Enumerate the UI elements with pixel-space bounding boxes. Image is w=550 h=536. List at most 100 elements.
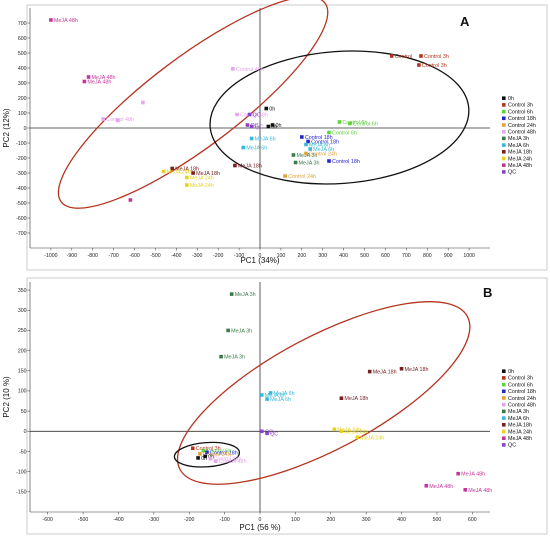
data-point bbox=[264, 106, 269, 111]
point-label: Control 48h bbox=[219, 459, 247, 465]
data-point bbox=[231, 66, 235, 71]
legend-label: MeJA 24h bbox=[508, 156, 532, 162]
data-point bbox=[241, 145, 246, 150]
point-label: Control 18h bbox=[305, 135, 333, 141]
x-tick-label: 100 bbox=[291, 517, 300, 523]
point-label: Control 18h bbox=[332, 159, 360, 165]
y-tick-label: -600 bbox=[16, 216, 26, 222]
x-tick-label: -600 bbox=[129, 253, 139, 259]
legend-label: MeJA 18h bbox=[508, 150, 532, 156]
data-point bbox=[424, 483, 429, 488]
point-label: Control 18h bbox=[311, 140, 339, 146]
point-label: MeJA 24h bbox=[190, 176, 214, 182]
data-point bbox=[291, 153, 296, 157]
data-point bbox=[332, 427, 337, 432]
x-tick-label: -400 bbox=[171, 253, 181, 259]
x-tick-label: -300 bbox=[192, 253, 202, 259]
point-label: MeJA 6h bbox=[313, 147, 334, 153]
point-label: MeJA 48h bbox=[429, 484, 453, 490]
data-point bbox=[116, 118, 120, 123]
point-label: Control 3h bbox=[196, 446, 221, 452]
data-point bbox=[86, 75, 91, 79]
point-label: Control 24h bbox=[309, 152, 337, 158]
point-label: Control 48h bbox=[236, 67, 264, 73]
point-label: Control 24h bbox=[288, 174, 316, 180]
data-point bbox=[233, 163, 237, 168]
data-point bbox=[355, 435, 360, 440]
legend-swatch bbox=[502, 443, 506, 447]
panel-b-plot: -600 -500 -400 -300 -200 -100 0 100 200 300 400 500… bbox=[2, 277, 548, 535]
legend-swatch bbox=[502, 129, 506, 134]
legend-label: Control 6h bbox=[508, 109, 533, 115]
data-point bbox=[226, 328, 230, 333]
legend-swatch bbox=[502, 150, 506, 154]
point-label: MeJA 6h bbox=[246, 146, 267, 152]
data-point bbox=[419, 54, 423, 58]
legend-label: 0h bbox=[508, 369, 514, 375]
data-point bbox=[235, 112, 239, 117]
legend-swatch bbox=[502, 109, 506, 114]
legend-swatch bbox=[502, 423, 506, 427]
point-label: MeJA 48h bbox=[468, 488, 492, 494]
legend-label: 0h bbox=[508, 96, 514, 102]
point-label: MeJA 3h bbox=[235, 292, 256, 298]
y-tick-label: -150 bbox=[16, 490, 26, 496]
y-tick-label: 0 bbox=[24, 126, 27, 132]
y-tick-label: -300 bbox=[16, 171, 26, 177]
x-tick-label: -100 bbox=[219, 517, 229, 523]
legend-swatch bbox=[502, 143, 506, 147]
panel-frame bbox=[26, 4, 548, 271]
point-label: Control 48h bbox=[240, 113, 268, 119]
y-tick-label: 100 bbox=[18, 389, 27, 395]
y-tick-label: 500 bbox=[18, 51, 27, 57]
data-point bbox=[300, 135, 304, 139]
legend-swatch bbox=[502, 369, 506, 373]
data-point bbox=[265, 431, 269, 436]
x-tick-label: 0 bbox=[259, 253, 262, 259]
x-tick-label: -200 bbox=[184, 517, 194, 523]
y-tick-label: 0 bbox=[24, 429, 27, 435]
legend-label: Control 48h bbox=[508, 403, 536, 409]
point-label: MeJA 18h bbox=[373, 370, 397, 376]
x-tick-label: -700 bbox=[108, 253, 118, 259]
data-point bbox=[205, 450, 209, 455]
y-tick-label: -100 bbox=[16, 469, 26, 475]
data-point bbox=[49, 18, 53, 22]
x-tick-label: -500 bbox=[78, 517, 88, 523]
point-label: Control 6h bbox=[206, 449, 231, 455]
x-tick-label: -1000 bbox=[44, 253, 57, 259]
data-point bbox=[208, 456, 213, 461]
legend-swatch bbox=[502, 429, 506, 434]
group-ellipse bbox=[57, 0, 329, 209]
point-label: MeJA 18h bbox=[175, 167, 199, 173]
data-point bbox=[327, 159, 331, 163]
x-tick-label: 1000 bbox=[463, 253, 475, 259]
data-point bbox=[247, 112, 252, 117]
legend-label: MeJA 3h bbox=[508, 409, 529, 415]
data-point bbox=[463, 488, 468, 492]
point-label: MeJA 18h bbox=[238, 164, 262, 170]
x-tick-label: 600 bbox=[381, 253, 390, 259]
legend-swatch bbox=[502, 409, 506, 414]
x-tick-label: -900 bbox=[67, 253, 77, 259]
point-label: QC bbox=[265, 429, 273, 435]
data-point bbox=[367, 369, 372, 374]
point-label: MeJA 6h bbox=[274, 391, 295, 397]
y-tick-label: -100 bbox=[16, 141, 26, 147]
data-point bbox=[399, 366, 404, 371]
data-point bbox=[389, 54, 394, 58]
data-point bbox=[306, 139, 310, 144]
data-point bbox=[265, 397, 269, 401]
y-tick-label: 350 bbox=[18, 288, 27, 294]
legend-label: Control 6h bbox=[508, 382, 533, 388]
legend-swatch bbox=[502, 376, 506, 380]
legend-swatch bbox=[502, 402, 506, 407]
data-point bbox=[196, 456, 200, 460]
data-point bbox=[283, 174, 287, 178]
y-tick-label: 700 bbox=[18, 21, 27, 27]
point-label: QC bbox=[270, 431, 278, 437]
point-label: MeJA 48h bbox=[54, 18, 78, 24]
data-point bbox=[266, 124, 271, 129]
legend-label: Control 18h bbox=[508, 389, 536, 395]
